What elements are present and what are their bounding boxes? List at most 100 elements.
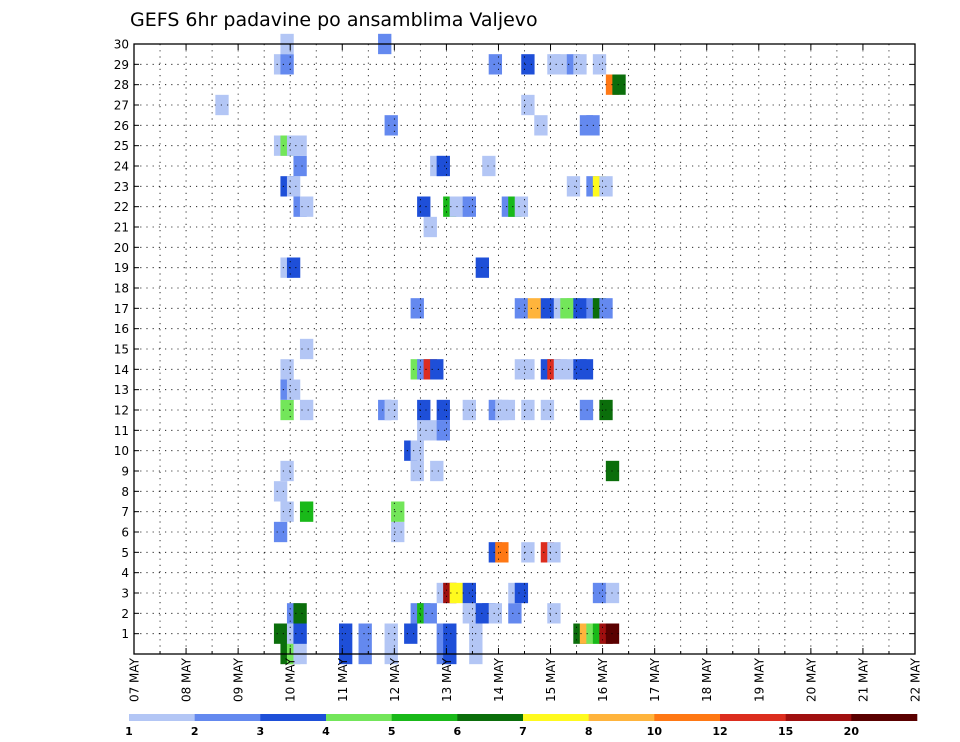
x-axis: 07 MAY 08 MAY 09 MAY 10 MAY 11 MAY 12 MAY 13 M… [128,44,923,702]
y-tick-label: 2 [121,607,129,621]
y-tick-label: 13 [114,383,129,397]
legend: 1 2 3 4 5 6 7 8 10 12 15 20 [125,714,918,738]
cell [280,501,294,522]
y-tick-label: 6 [121,526,129,540]
legend-label: 8 [585,725,593,738]
y-tick-label: 21 [114,221,129,235]
grid-lines [133,43,916,654]
legend-swatch [851,714,918,721]
x-tick-label: 15 MAY [544,657,558,702]
cell [521,359,535,380]
cell [410,298,424,319]
legend-label: 7 [519,725,527,738]
x-tick-label: 12 MAY [388,657,402,702]
cell [501,399,516,421]
cell [404,623,418,644]
cell [286,257,301,278]
cell [293,603,307,624]
y-tick-label: 3 [121,587,129,601]
legend-swatch [785,714,852,721]
cell [410,440,424,461]
cell [286,379,301,400]
cell [423,603,437,624]
cell [384,115,398,136]
y-tick-label: 9 [121,465,129,479]
cell [579,399,594,421]
legend-label: 20 [844,725,860,738]
cell [299,501,314,522]
cell [573,298,587,319]
cell [508,603,522,624]
cell [273,521,288,543]
y-tick-label: 22 [114,200,129,214]
cell [391,501,405,522]
y-tick-label: 23 [114,180,129,194]
cell [547,542,561,563]
legend-swatch [326,714,392,721]
x-tick-label: 09 MAY [232,657,246,702]
legend-label: 4 [322,725,330,738]
x-tick-label: 18 MAY [700,657,714,702]
legend-swatch [129,714,195,721]
y-tick-label: 12 [114,404,129,418]
cell [293,135,307,156]
chart-title: GEFS 6hr padavine po ansamblima Valjevo [130,9,538,31]
legend-swatch [457,714,524,721]
y-tick-label: 14 [114,363,129,377]
y-tick-label: 29 [114,58,129,72]
legend-swatch [194,714,261,721]
cell [482,155,496,177]
cell [430,359,444,380]
cell [521,54,535,75]
legend-swatch [391,714,458,721]
y-tick-label: 15 [114,343,129,357]
cell [423,216,437,238]
cell [514,196,529,217]
legend-swatch [523,714,589,721]
y-tick-label: 17 [114,302,129,316]
legend-label: 12 [712,725,727,738]
cell [540,399,555,421]
cell [423,420,437,441]
legend-swatch [260,714,327,721]
y-tick-label: 19 [114,261,129,275]
x-tick-label: 19 MAY [752,657,766,702]
x-tick-label: 13 MAY [440,657,454,702]
cell [553,54,568,75]
x-tick-label: 11 MAY [336,657,350,702]
cell [547,603,561,624]
y-tick-label: 1 [121,627,129,641]
y-tick-label: 16 [114,322,129,336]
x-tick-label: 21 MAY [856,657,870,702]
cell [280,54,294,75]
cell [560,359,574,380]
cell [286,176,301,197]
cell [293,623,307,644]
cell [540,298,555,319]
y-tick-label: 28 [114,78,129,92]
y-tick-label: 24 [114,160,129,174]
cell [299,338,314,360]
y-tick-label: 27 [114,99,129,113]
cell [612,74,626,95]
cell [521,542,535,563]
cell [273,623,288,644]
y-tick-label: 18 [114,282,129,296]
cell [280,399,294,421]
y-tick-label: 10 [114,444,129,458]
legend-label: 15 [778,725,793,738]
x-tick-label: 07 MAY [128,657,142,702]
x-tick-label: 22 MAY [909,657,923,702]
x-tick-label: 14 MAY [492,657,506,702]
cell [384,399,398,421]
y-tick-label: 20 [114,241,129,255]
cell [215,94,229,116]
cell [358,623,372,665]
y-tick-label: 26 [114,119,129,133]
legend-label: 6 [454,725,462,738]
cell [449,582,463,604]
y-tick-label: 30 [114,38,129,52]
legend-label: 3 [257,725,265,738]
x-tick-label: 20 MAY [804,657,818,702]
